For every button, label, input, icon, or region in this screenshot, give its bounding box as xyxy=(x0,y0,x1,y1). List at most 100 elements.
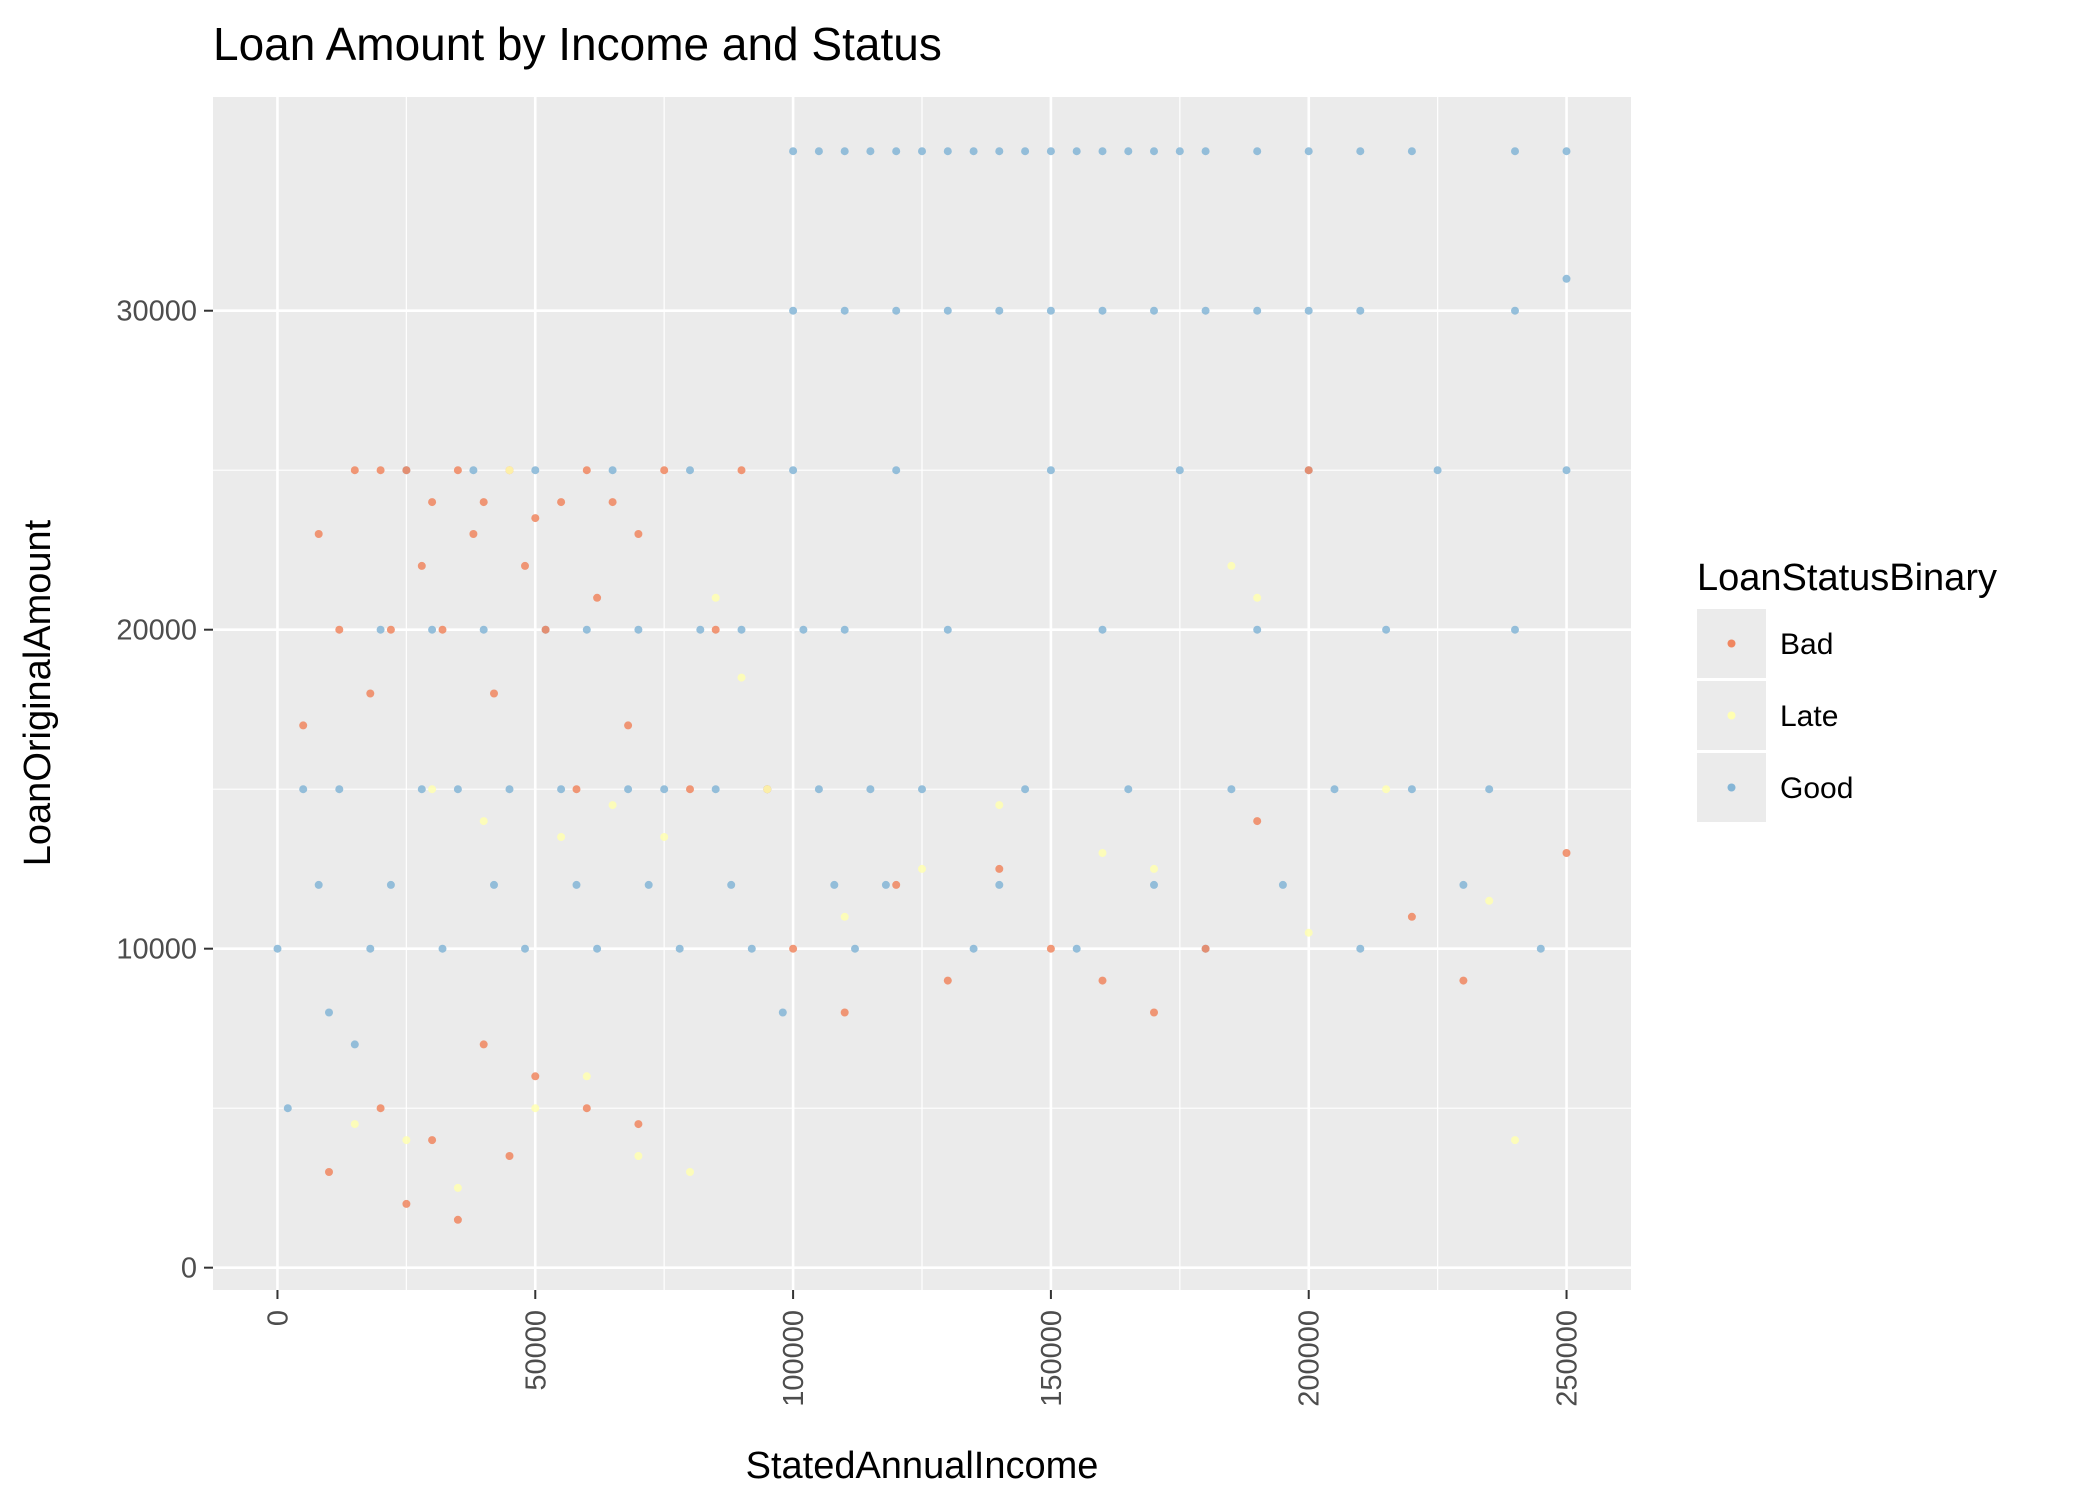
data-point-good xyxy=(1304,147,1313,156)
data-point-good xyxy=(866,147,875,156)
data-point-bad xyxy=(350,466,359,475)
data-point-good xyxy=(1124,147,1133,156)
data-point-good xyxy=(1046,147,1055,156)
data-point-good xyxy=(711,785,720,794)
data-point-late xyxy=(660,833,669,841)
data-point-good xyxy=(490,880,498,889)
data-point-bad xyxy=(557,498,566,507)
x-tick-label: 200000 xyxy=(1294,1310,1326,1407)
data-point-good xyxy=(453,785,462,794)
data-point-bad xyxy=(428,498,437,507)
data-point-bad xyxy=(505,1152,514,1160)
data-point-good xyxy=(1330,785,1339,794)
data-point-good xyxy=(1201,306,1210,315)
data-point-late xyxy=(557,833,566,841)
legend-entry-good: Good xyxy=(1697,753,1853,822)
legend-title: LoanStatusBinary xyxy=(1697,557,1997,599)
data-point-good xyxy=(1150,880,1158,889)
data-point-good xyxy=(325,1008,333,1017)
data-point-good xyxy=(892,466,901,475)
data-point-good xyxy=(1433,466,1442,475)
data-point-good xyxy=(1098,625,1107,634)
data-point-good xyxy=(1021,785,1030,794)
data-point-good xyxy=(1150,147,1158,156)
data-point-good xyxy=(918,147,926,156)
data-point-good xyxy=(1227,785,1236,794)
data-point-good xyxy=(1072,944,1081,953)
data-point-late xyxy=(531,1104,540,1113)
data-point-bad xyxy=(531,514,540,523)
data-point-bad xyxy=(593,593,602,602)
data-point-good xyxy=(995,147,1004,156)
data-point-good xyxy=(881,880,890,889)
data-point-late xyxy=(686,1168,694,1176)
y-tick-label: 10000 xyxy=(116,934,197,966)
data-point-good xyxy=(943,625,952,634)
series-good xyxy=(273,147,1571,1113)
data-point-good xyxy=(1021,147,1030,156)
data-point-good xyxy=(644,880,653,889)
data-point-bad xyxy=(1459,976,1468,985)
data-point-good xyxy=(1046,306,1055,315)
data-point-bad xyxy=(1098,976,1107,985)
data-point-late xyxy=(453,1183,462,1192)
data-point-late xyxy=(995,801,1004,810)
y-tick-label: 30000 xyxy=(116,296,197,328)
data-point-good xyxy=(851,944,859,953)
data-point-late xyxy=(1485,896,1494,905)
data-point-good xyxy=(969,147,978,156)
data-point-good xyxy=(1562,466,1571,475)
data-point-late xyxy=(350,1120,359,1129)
data-point-good xyxy=(778,1008,787,1017)
data-point-bad xyxy=(634,530,643,538)
data-point-bad xyxy=(402,1199,411,1208)
data-point-good xyxy=(943,147,952,156)
data-point-good xyxy=(350,1040,359,1049)
data-point-good xyxy=(1046,466,1055,475)
x-tick-label: 100000 xyxy=(778,1310,810,1407)
data-point-bad xyxy=(1407,912,1416,921)
data-point-late xyxy=(505,466,514,475)
data-point-good xyxy=(1562,274,1571,283)
data-point-good xyxy=(572,880,581,889)
data-point-good xyxy=(747,944,756,953)
data-point-good xyxy=(1511,306,1519,315)
data-point-good xyxy=(840,625,849,634)
x-tick-label: 0 xyxy=(262,1310,294,1326)
data-point-good xyxy=(335,785,344,794)
data-point-good xyxy=(1356,147,1365,156)
data-point-bad xyxy=(453,1215,462,1224)
legend-label-good: Good xyxy=(1780,772,1853,805)
data-point-bad xyxy=(335,625,344,634)
legend-dot-late xyxy=(1727,711,1736,720)
data-point-bad xyxy=(1201,944,1210,953)
data-point-bad xyxy=(1046,944,1055,953)
data-point-bad xyxy=(453,466,462,475)
x-tick-label: 150000 xyxy=(1036,1310,1068,1407)
data-point-bad xyxy=(376,466,385,475)
data-point-good xyxy=(314,880,323,889)
data-point-bad xyxy=(582,1104,591,1113)
data-point-bad xyxy=(1253,817,1262,826)
data-point-good xyxy=(840,147,849,156)
legend-entry-late: Late xyxy=(1697,681,1838,750)
data-point-late xyxy=(1098,849,1107,857)
data-point-late xyxy=(1304,928,1313,937)
data-point-bad xyxy=(376,1104,385,1113)
data-point-good xyxy=(814,785,823,794)
data-point-good xyxy=(1407,147,1416,156)
data-point-good xyxy=(969,944,978,953)
data-point-good xyxy=(1511,625,1519,634)
data-point-late xyxy=(479,817,488,826)
legend-dot-bad xyxy=(1727,639,1736,648)
data-point-late xyxy=(1511,1136,1519,1145)
data-point-good xyxy=(737,625,746,634)
data-point-good xyxy=(1253,306,1262,315)
data-point-bad xyxy=(386,625,395,634)
data-point-bad xyxy=(840,1008,849,1017)
data-point-bad xyxy=(1150,1008,1158,1017)
data-point-good xyxy=(634,625,643,634)
data-point-good xyxy=(299,785,308,794)
data-point-late xyxy=(634,1152,643,1160)
